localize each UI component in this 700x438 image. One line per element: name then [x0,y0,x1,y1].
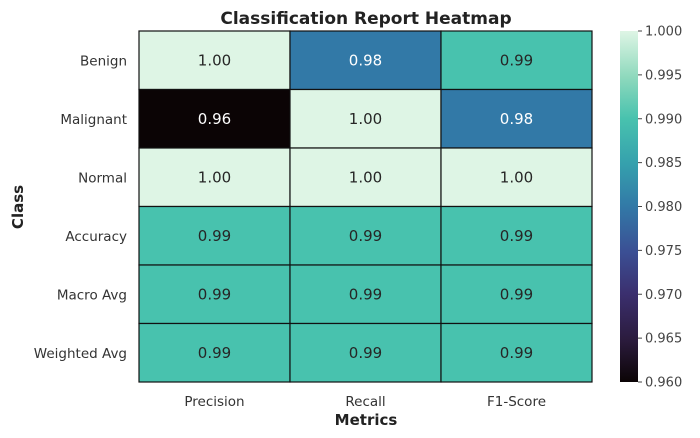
cell-value-label: 0.99 [349,344,382,362]
row-labels: Benign Malignant Normal Accuracy Macro Avg We… [34,53,127,362]
row-label: Normal [78,170,127,186]
cell-value-label: 0.99 [500,51,533,69]
heatmap-cell-macro-avg-recall [289,264,442,325]
colorbar-tick-label: 0.965 [645,332,682,347]
colorbar-tick-label: 0.975 [645,244,682,259]
row-label: Malignant [60,112,127,128]
column-labels: Precision Recall F1-Score [184,394,546,410]
cell-value-label: 0.98 [349,51,382,69]
cell-value-label: 0.99 [198,227,231,245]
row-label: Macro Avg [57,287,127,303]
heatmap-cell-accuracy-f1-score [440,205,593,266]
colorbar-tick-label: 0.985 [645,156,682,171]
cell-value-label: 0.99 [500,285,533,303]
row-label: Weighted Avg [34,346,127,362]
colorbar-tick-label: 0.980 [645,200,682,215]
cell-value-label: 1.00 [349,168,382,186]
cell-value-label: 0.96 [198,110,231,128]
colorbar [620,31,638,382]
cell-value-label: 0.99 [500,227,533,245]
colorbar-ticks: 0.960 0.965 0.970 0.975 0.980 0.985 0.990 0.995… [638,25,682,391]
heatmap-cells: 1.00 0.98 0.99 0.96 1.00 0.98 1.00 1.00 1.00 0.99… [138,30,593,383]
heatmap-cell-accuracy-precision [138,205,291,266]
heatmap-cell-weighted-avg-recall [289,322,442,383]
row-label: Benign [80,53,127,69]
x-axis-label: Metrics [335,411,398,429]
column-label: F1-Score [487,394,546,410]
heatmap-cell-malignant-f1-score [440,88,593,149]
heatmap-cell-normal-recall [289,147,442,208]
heatmap-cell-malignant-precision [138,88,291,149]
cell-value-label: 0.98 [500,110,533,128]
colorbar-tick-label: 0.995 [645,68,682,83]
column-label: Precision [184,394,244,410]
cell-value-label: 0.99 [198,344,231,362]
heatmap-cell-weighted-avg-f1-score [440,322,593,383]
heatmap-cell-macro-avg-f1-score [440,264,593,325]
cell-value-label: 1.00 [500,168,533,186]
colorbar-tick-label: 0.970 [645,288,682,303]
heatmap-cell-weighted-avg-precision [138,322,291,383]
heatmap-cell-benign-recall [289,30,442,91]
cell-value-label: 1.00 [198,51,231,69]
cell-value-label: 0.99 [349,227,382,245]
colorbar-tick-label: 0.990 [645,112,682,127]
cell-value-label: 0.99 [198,285,231,303]
row-label: Accuracy [65,229,127,245]
cell-value-label: 0.99 [349,285,382,303]
cell-value-label: 1.00 [198,168,231,186]
cell-value-label: 1.00 [349,110,382,128]
column-label: Recall [345,394,385,410]
y-axis-label: Class [9,185,27,229]
cell-value-label: 0.99 [500,344,533,362]
chart-title: Classification Report Heatmap [220,9,511,29]
colorbar-tick-label: 1.000 [645,25,682,40]
heatmap-cell-benign-precision [138,30,291,91]
heatmap-cell-benign-f1-score [440,30,593,91]
colorbar-tick-label: 0.960 [645,376,682,391]
